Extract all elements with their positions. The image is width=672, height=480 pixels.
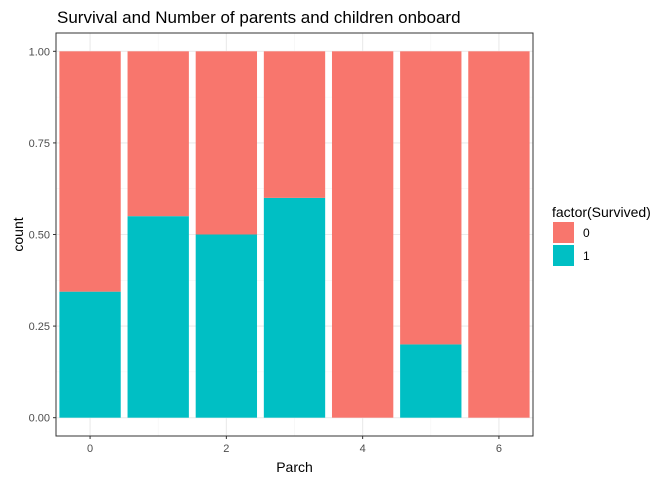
bar-segment-survived-0	[468, 51, 530, 418]
y-axis-title: count	[10, 217, 26, 251]
y-tick-label: 0.00	[29, 413, 50, 425]
legend-title: factor(Survived)	[552, 204, 651, 220]
x-axis-title: Parch	[276, 459, 313, 475]
legend: factor(Survived) 01	[552, 204, 651, 266]
plot-panel	[55, 32, 534, 437]
bars	[59, 51, 530, 418]
legend-key-0	[553, 222, 574, 243]
bar-segment-survived-0	[59, 51, 121, 292]
legend-label-1: 1	[583, 249, 590, 263]
legend-key-1	[553, 245, 574, 266]
bar-segment-survived-1	[400, 344, 462, 418]
x-axis-ticks: 0 2 4 6	[87, 436, 502, 455]
bar-segment-survived-0	[331, 51, 394, 418]
bar-segment-survived-0	[263, 51, 326, 198]
x-tick-label: 4	[360, 443, 366, 455]
legend-items: 01	[553, 222, 590, 266]
bar-segment-survived-0	[400, 51, 462, 345]
x-tick-label: 6	[496, 443, 502, 455]
bar-segment-survived-0	[195, 51, 258, 235]
bar-segment-survived-1	[59, 291, 121, 418]
chart-title: Survival and Number of parents and child…	[57, 8, 461, 27]
x-tick-label: 0	[87, 443, 93, 455]
legend-label-0: 0	[583, 226, 590, 240]
bar-segment-survived-1	[195, 234, 258, 418]
y-tick-label: 1.00	[29, 46, 50, 58]
x-tick-label: 2	[223, 443, 229, 455]
y-axis-ticks: 0.00 0.25 0.50 0.75 1.00	[29, 46, 56, 425]
y-tick-label: 0.25	[29, 321, 50, 333]
y-tick-label: 0.50	[29, 230, 50, 242]
y-tick-label: 0.75	[29, 138, 50, 150]
bar-segment-survived-0	[127, 51, 189, 217]
bar-segment-survived-1	[127, 216, 189, 418]
bar-segment-survived-1	[263, 197, 326, 418]
